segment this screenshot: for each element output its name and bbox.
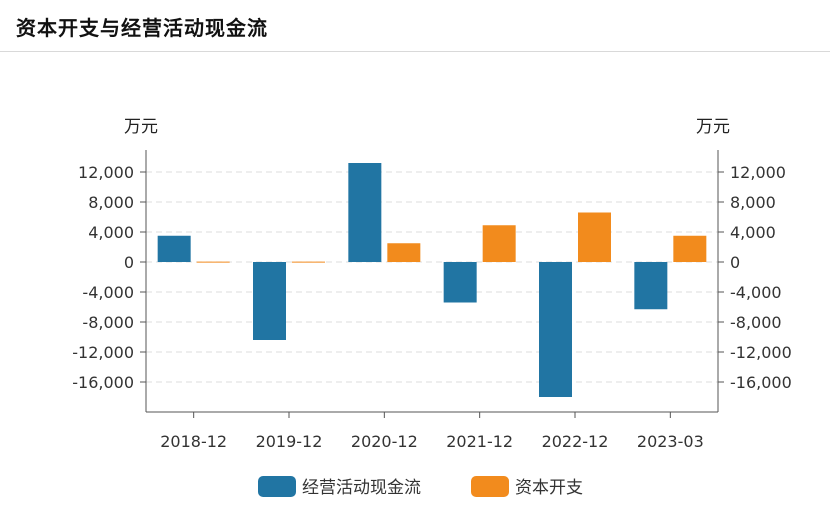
- legend-item-operating-cashflow[interactable]: 经营活动现金流: [258, 476, 421, 498]
- x-tick-label: 2019-12: [256, 432, 323, 451]
- legend-label: 经营活动现金流: [302, 478, 421, 498]
- bar-capex-2022-12[interactable]: [578, 212, 611, 263]
- legend-item-capex[interactable]: 资本开支: [471, 476, 583, 498]
- y-right-tick-label: 8,000: [730, 193, 776, 212]
- bar-capex-2019-12[interactable]: [292, 261, 325, 263]
- y-right-tick-label: -4,000: [730, 283, 782, 302]
- bar-operating-cashflow-2018-12[interactable]: [157, 235, 191, 262]
- x-tick-label: 2018-12: [160, 432, 227, 451]
- y-right-tick-label: -12,000: [730, 343, 792, 362]
- x-tick-label: 2020-12: [351, 432, 418, 451]
- chart-bars: [157, 163, 707, 397]
- bar-operating-cashflow-2021-12[interactable]: [443, 262, 477, 303]
- y-right-tick-label: 0: [730, 253, 740, 272]
- y-left-tick-label: -4,000: [82, 283, 134, 302]
- bar-capex-2021-12[interactable]: [482, 225, 516, 262]
- y-left-unit-label: 万元: [124, 117, 158, 137]
- bar-capex-2020-12[interactable]: [387, 243, 421, 262]
- bar-operating-cashflow-2020-12[interactable]: [348, 163, 382, 262]
- legend-swatch: [258, 476, 296, 497]
- x-tick-label: 2022-12: [542, 432, 609, 451]
- bar-operating-cashflow-2023-03[interactable]: [634, 262, 668, 310]
- chart-labels: 12,000 12,000 8,000 8,000 4,000 4,000 0 0 -4,000…: [72, 117, 792, 451]
- x-tick-label: 2021-12: [446, 432, 513, 451]
- legend-swatch: [471, 476, 509, 497]
- y-right-tick-label: -16,000: [730, 373, 792, 392]
- x-tick-label: 2023-03: [637, 432, 704, 451]
- y-right-tick-label: -8,000: [730, 313, 782, 332]
- chart-legend[interactable]: 经营活动现金流 资本开支: [258, 476, 583, 498]
- y-right-unit-label: 万元: [696, 117, 730, 137]
- chart-title: 资本开支与经营活动现金流: [16, 16, 268, 40]
- chart-header: 资本开支与经营活动现金流: [0, 0, 830, 52]
- bar-operating-cashflow-2022-12[interactable]: [539, 262, 572, 397]
- y-left-tick-label: 8,000: [88, 193, 134, 212]
- chart-axes: [140, 150, 724, 418]
- y-left-tick-label: -8,000: [82, 313, 134, 332]
- y-right-tick-label: 12,000: [730, 163, 786, 182]
- y-left-tick-label: 12,000: [78, 163, 134, 182]
- legend-label: 资本开支: [515, 478, 583, 498]
- bar-capex-2023-03[interactable]: [673, 235, 707, 262]
- bar-capex-2018-12[interactable]: [196, 261, 230, 263]
- y-right-tick-label: 4,000: [730, 223, 776, 242]
- y-left-tick-label: -12,000: [72, 343, 134, 362]
- bar-operating-cashflow-2019-12[interactable]: [253, 262, 286, 340]
- y-left-tick-label: 0: [124, 253, 134, 272]
- grid-lines: [146, 171, 718, 383]
- y-left-tick-label: -16,000: [72, 373, 134, 392]
- y-left-tick-label: 4,000: [88, 223, 134, 242]
